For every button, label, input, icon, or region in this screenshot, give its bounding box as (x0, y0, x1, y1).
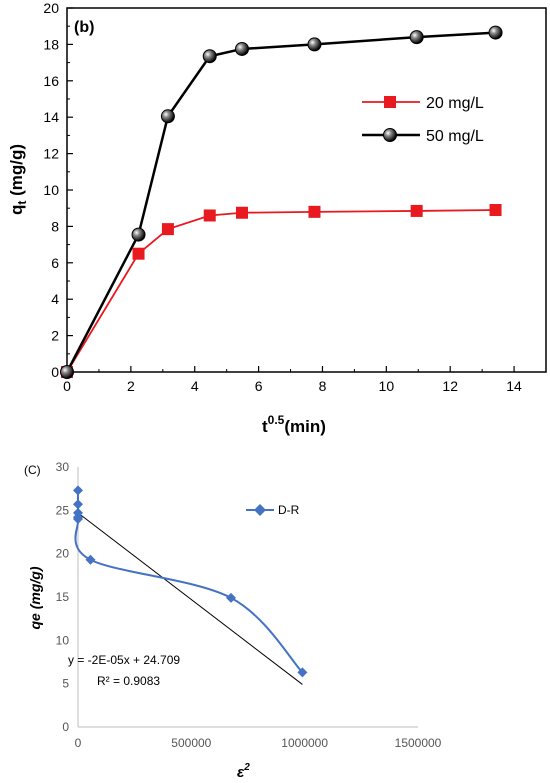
panel-c-y-axis-title: qe (mg/g) (27, 566, 43, 629)
y-tick-label: 10 (56, 633, 70, 647)
x-tick-label: 12 (442, 378, 458, 394)
legend-marker-50mg (383, 128, 397, 142)
data-point-50mg (234, 41, 249, 56)
series-line-50mg (65, 31, 496, 373)
panel-b-plot-frame (66, 7, 547, 373)
legend-marker-20mg (384, 96, 396, 108)
x-tick-label: 6 (255, 378, 263, 394)
x-tick-label: 14 (506, 378, 522, 394)
series-line-20mg (66, 209, 496, 373)
panel-b-legend: 20 mg/L 50 mg/L (362, 95, 484, 145)
data-point-20mg (132, 247, 145, 260)
y-tick-label: 20 (56, 547, 70, 561)
x-tick-label: 2 (127, 378, 135, 394)
x-tick-label: 1500000 (395, 736, 442, 750)
panel-c-chart: (C) 0 500000 1000000 1500000 0 5 10 15 20 25 30 D… (24, 460, 442, 781)
x-tick-label: 8 (319, 378, 327, 394)
data-point-50mg (202, 49, 217, 64)
legend-label-dr: D-R (278, 503, 300, 517)
x-tick-label: 1000000 (281, 736, 328, 750)
panel-b-x-axis: 0 2 4 6 8 10 12 14 (63, 366, 522, 394)
data-point-50mg (488, 25, 503, 40)
data-point-50mg (160, 109, 175, 124)
data-point-dr (85, 554, 96, 565)
legend-label-20mg: 20 mg/L (426, 95, 484, 112)
legend-marker-dr (254, 504, 266, 516)
data-point-50mg (307, 37, 322, 52)
data-point-dr (73, 514, 83, 524)
data-point-50mg (131, 227, 146, 242)
panel-c-label: (C) (24, 463, 41, 477)
panel-b-x-axis-title: t0.5(min) (262, 413, 326, 436)
panel-c-series (73, 485, 308, 685)
linear-trendline (77, 512, 303, 685)
data-point-dr (73, 499, 83, 510)
trendline-r-squared: R² = 0.9083 (97, 674, 160, 688)
data-point-50mg (409, 30, 424, 45)
y-tick-label: 5 (62, 677, 69, 691)
y-tick-label: 16 (43, 73, 59, 89)
panel-c-legend: D-R (246, 503, 300, 517)
panel-c-y-axis: 0 5 10 15 20 25 30 (56, 460, 70, 734)
data-point-dr (226, 592, 236, 603)
x-tick-label: 0 (75, 736, 82, 750)
y-tick-label: 4 (51, 291, 59, 307)
y-tick-label: 18 (43, 36, 59, 52)
y-tick-label: 6 (51, 255, 59, 271)
y-tick-label: 30 (56, 460, 70, 474)
x-tick-label: 4 (191, 378, 199, 394)
data-point-20mg (203, 209, 216, 222)
legend-label-50mg: 50 mg/L (426, 128, 484, 145)
y-tick-label: 8 (51, 218, 59, 234)
panel-b-y-axis-title: qt (mg/g) (7, 144, 29, 215)
x-tick-label: 0 (63, 378, 71, 394)
data-point-20mg (235, 206, 248, 219)
panel-b-y-axis: 0 2 4 6 8 10 12 14 16 18 20 (43, 0, 73, 380)
y-tick-label: 0 (51, 364, 59, 380)
y-tick-label: 20 (43, 0, 59, 16)
data-point-20mg (410, 204, 423, 217)
data-point-20mg (161, 223, 174, 236)
panel-c-x-axis-title: ε2 (237, 762, 250, 781)
panel-b-series (60, 25, 503, 379)
data-point-dr (297, 667, 308, 678)
y-tick-label: 2 (51, 328, 59, 344)
y-tick-label: 0 (62, 720, 69, 734)
x-tick-label: 10 (379, 378, 395, 394)
y-tick-label: 15 (56, 590, 70, 604)
data-point-20mg (308, 205, 321, 218)
data-point-20mg (489, 204, 502, 217)
panel-b-chart: 0 2 4 6 8 10 12 14 0 2 4 6 8 10 12 14 16 18 20 (b) 20 mg/… (7, 0, 547, 436)
y-tick-label: 14 (43, 109, 59, 125)
x-tick-label: 500000 (171, 736, 211, 750)
panel-c-x-axis: 0 500000 1000000 1500000 (75, 736, 442, 750)
data-point-dr (73, 485, 83, 496)
dr-series-curve (74, 490, 304, 674)
y-tick-label: 10 (43, 182, 59, 198)
y-tick-label: 12 (43, 146, 59, 162)
data-point-50mg (60, 365, 74, 379)
panel-b-label: (b) (74, 19, 94, 36)
trendline-equation: y = -2E-05x + 24.709 (68, 653, 180, 667)
y-tick-label: 25 (56, 503, 70, 517)
